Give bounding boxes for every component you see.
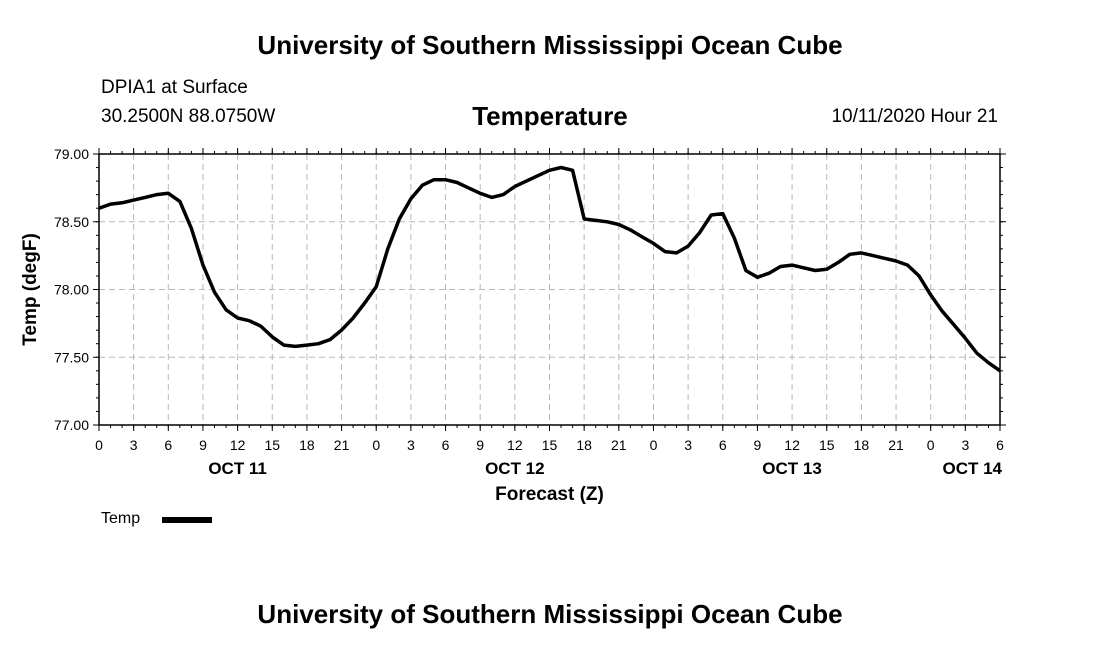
x-tick-label: 3 [407, 437, 415, 453]
x-tick-label: 6 [442, 437, 450, 453]
x-tick-label: 21 [888, 437, 904, 453]
x-tick-label: 0 [372, 437, 380, 453]
x-tick-label: 0 [927, 437, 935, 453]
series-line-temp [99, 165, 1000, 373]
x-tick-label: 18 [854, 437, 870, 453]
x-tick-label: 6 [164, 437, 172, 453]
x-tick-label: 15 [542, 437, 558, 453]
x-tick-label: 12 [230, 437, 246, 453]
location-label: 30.2500N 88.0750W [101, 106, 276, 127]
footer-title: University of Southern Mississippi Ocean… [257, 599, 843, 629]
date-label: OCT 12 [485, 459, 545, 478]
x-tick-label: 15 [264, 437, 280, 453]
x-tick-label: 18 [576, 437, 592, 453]
x-tick-label: 15 [819, 437, 835, 453]
chart-title: Temperature [472, 101, 628, 131]
x-tick-label: 0 [95, 437, 103, 453]
y-tick-label: 78.50 [54, 214, 89, 230]
plot-frame [98, 153, 1001, 426]
x-tick-label: 21 [334, 437, 350, 453]
x-tick-label: 6 [996, 437, 1004, 453]
x-tick-label: 21 [611, 437, 627, 453]
y-tick-label: 77.00 [54, 417, 89, 433]
datetime-label: 10/11/2020 Hour 21 [831, 106, 998, 127]
x-tick-label: 3 [961, 437, 969, 453]
x-tick-label: 12 [784, 437, 800, 453]
x-tick-label: 3 [130, 437, 138, 453]
y-tick-label: 77.50 [54, 349, 89, 365]
y-tick-label: 79.00 [54, 146, 89, 162]
y-tick-label: 78.00 [54, 282, 89, 298]
legend-line-swatch [162, 517, 212, 523]
station-label: DPIA1 at Surface [101, 77, 248, 98]
x-tick-label: 18 [299, 437, 315, 453]
x-tick-label: 9 [199, 437, 207, 453]
legend-label: Temp [101, 510, 141, 527]
x-tick-label: 9 [754, 437, 762, 453]
y-axis-label: Temp (degF) [20, 233, 41, 346]
date-label: OCT 13 [762, 459, 822, 478]
date-label: OCT 14 [942, 459, 1002, 478]
x-tick-label: 12 [507, 437, 523, 453]
x-axis-label: Forecast (Z) [495, 484, 604, 505]
main-title: University of Southern Mississippi Ocean… [257, 30, 843, 60]
x-tick-label: 6 [719, 437, 727, 453]
x-tick-label: 9 [476, 437, 484, 453]
x-tick-label: 0 [650, 437, 658, 453]
x-tick-label: 3 [684, 437, 692, 453]
date-label: OCT 11 [208, 459, 267, 478]
